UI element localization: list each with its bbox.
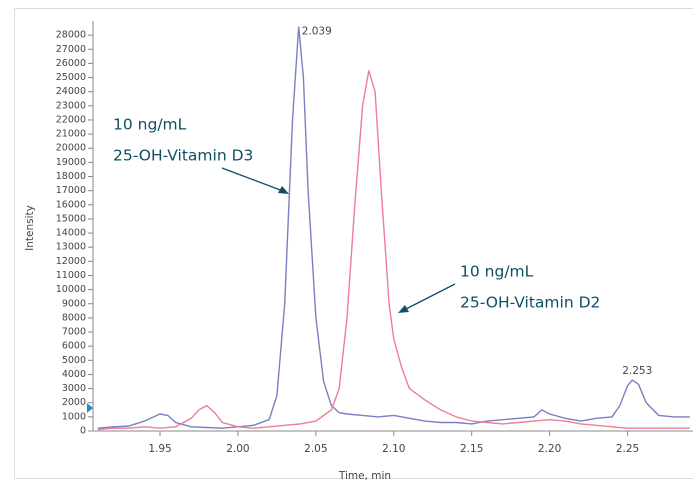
y-tick-label: 3000	[62, 383, 86, 394]
y-tick-label: 8000	[62, 312, 86, 323]
x-tick-label: 2.25	[616, 443, 639, 455]
marker	[87, 403, 93, 413]
series-line	[98, 27, 690, 429]
x-tick-label: 2.20	[538, 443, 561, 455]
y-tick-label: 1000	[62, 411, 86, 422]
y-tick-label: 7000	[62, 327, 86, 338]
y-tick-label: 16000	[56, 199, 86, 210]
y-tick-label: 4000	[62, 369, 86, 380]
y-tick-label: 10000	[56, 284, 86, 295]
y-tick-label: 14000	[56, 228, 86, 239]
y-axis-label: Intensity	[24, 205, 36, 251]
y-tick-label: 2000	[62, 397, 86, 408]
y-tick-label: 15000	[56, 213, 86, 224]
annotation: 25-OH-Vitamin D2	[460, 294, 600, 312]
y-tick-label: 24000	[56, 86, 86, 97]
y-tick-label: 18000	[56, 171, 86, 182]
y-tick-label: 26000	[56, 58, 86, 69]
y-tick-label: 6000	[62, 341, 86, 352]
x-tick-label: 1.95	[148, 443, 171, 455]
y-tick-label: 9000	[62, 298, 86, 309]
x-tick-label: 2.10	[382, 443, 405, 455]
y-tick-label: 23000	[56, 100, 86, 111]
y-tick-label: 5000	[62, 355, 86, 366]
x-axis-label: Time, min	[338, 470, 391, 482]
series-line	[98, 71, 690, 430]
y-tick-label: 27000	[56, 44, 86, 55]
annotation: 10 ng/mL	[113, 116, 187, 134]
y-tick-label: 11000	[56, 270, 86, 281]
y-tick-label: 22000	[56, 114, 86, 125]
arrow	[222, 168, 283, 191]
y-tick-label: 19000	[56, 157, 86, 168]
y-tick-label: 12000	[56, 256, 86, 267]
x-tick-label: 2.00	[226, 443, 249, 455]
frame	[15, 9, 693, 479]
y-tick-label: 13000	[56, 242, 86, 253]
x-tick-label: 2.05	[304, 443, 327, 455]
y-tick-label: 17000	[56, 185, 86, 196]
peak-label: 2.253	[622, 365, 652, 377]
y-tick-label: 21000	[56, 129, 86, 140]
annotation: 10 ng/mL	[460, 263, 534, 281]
arrow	[404, 284, 455, 310]
y-tick-label: 0	[80, 426, 86, 437]
peak-label: 2.039	[302, 26, 332, 38]
annotation: 25-OH-Vitamin D3	[113, 147, 253, 165]
y-tick-label: 28000	[56, 30, 86, 41]
y-tick-label: 20000	[56, 143, 86, 154]
x-tick-label: 2.15	[460, 443, 483, 455]
y-tick-label: 25000	[56, 72, 86, 83]
